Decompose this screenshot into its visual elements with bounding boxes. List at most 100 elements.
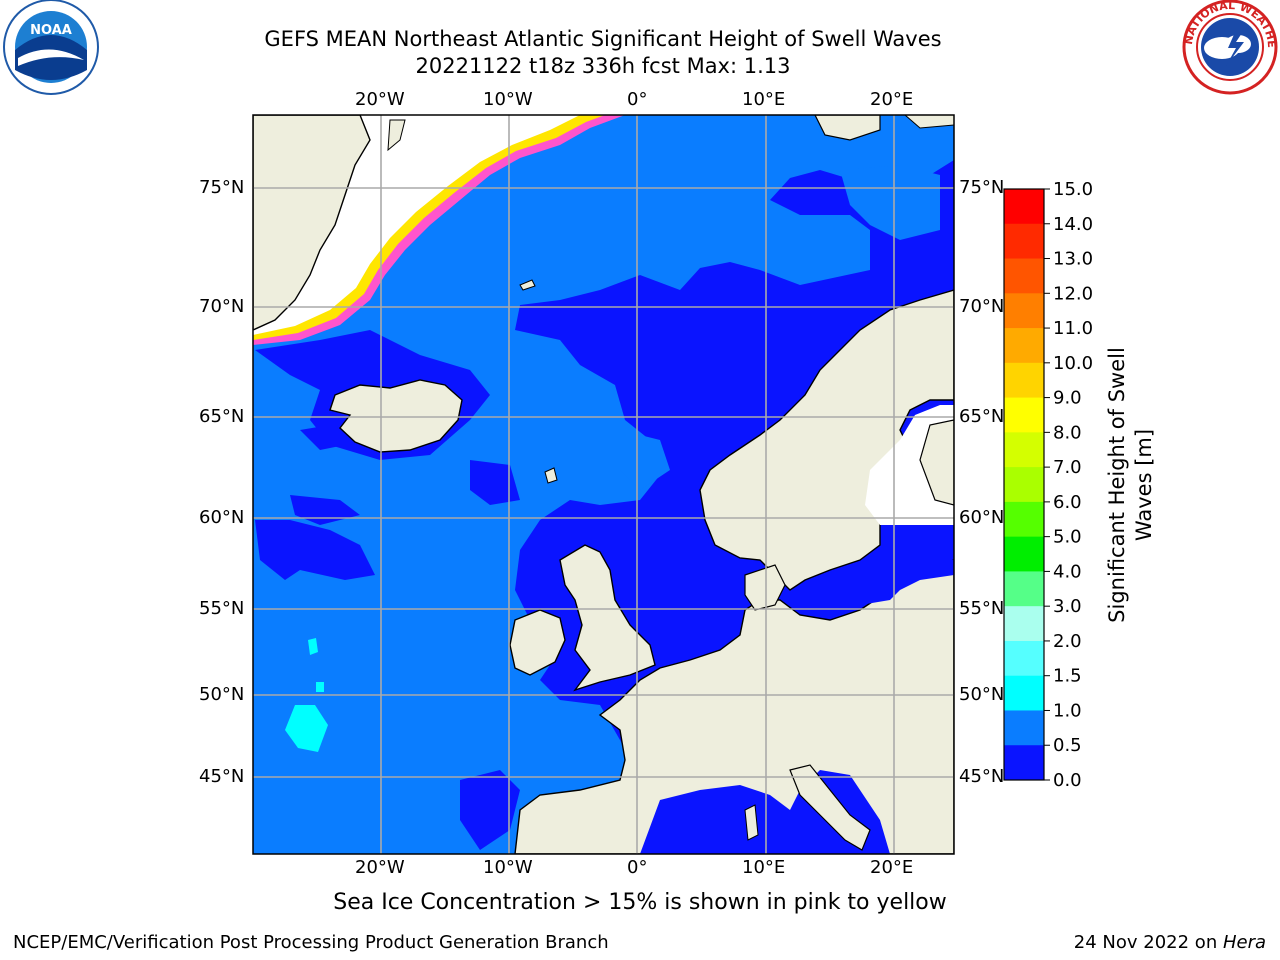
footer-date: 24 Nov 2022 on Hera [1074,932,1266,953]
map-gridlines [253,115,954,854]
land-greenland [253,115,371,331]
colorbar-ticks: 15.0 14.0 13.0 12.0 11.0 10.0 9.0 8.0 7.0 6.0 5.0 4… [1044,179,1093,791]
colorbar-segment [1004,606,1044,642]
ocean-mid-patch-faroe [620,430,670,490]
land-corsica [744,804,759,841]
colorbar-tick-label: 0.5 [1053,735,1082,756]
land-greenland-island [387,119,406,152]
ocean-baltic [820,560,954,615]
colorbar-label: Significant Height of Swell Waves [m] [1105,347,1156,623]
lat-label-right: 70°N [959,296,1005,317]
colorbar-segment [1004,710,1044,746]
noaa-logo: NOAA [3,0,99,95]
map-area [253,115,954,854]
land-iceland [329,379,463,453]
colorbar-tick-label: 12.0 [1053,283,1093,304]
colorbar-tick-label: 5.0 [1053,527,1082,548]
colorbar-tick-label: 0.0 [1053,770,1082,791]
colorbar-segment [1004,328,1044,364]
lat-label-left: 50°N [199,684,245,705]
lat-label-left: 55°N [199,598,245,619]
land-franz-josef [904,115,954,129]
lon-label-top: 0° [627,89,648,110]
colorbar-tick-label: 2.0 [1053,631,1082,652]
lat-label-left: 65°N [199,406,245,427]
colorbar-tick-label: 15.0 [1053,179,1093,200]
colorbar-tick-label: 4.0 [1053,561,1082,582]
lon-label-top: 20°W [355,89,405,110]
colorbar-tick-label: 11.0 [1053,318,1093,339]
lon-label-bottom: 20°E [870,857,914,878]
land-finland [919,419,954,506]
footer-date-text: 24 Nov 2022 on [1073,932,1223,953]
ocean-low-patch-3 [470,460,520,505]
footer-host: Hera [1222,932,1266,953]
chart-title: GEFS MEAN Northeast Atlantic Significant… [264,27,942,51]
colorbar-tick-label: 3.0 [1053,596,1082,617]
land-ireland [509,609,566,676]
colorbar-frame [1003,188,1045,781]
land-denmark [744,564,786,611]
colorbar-segment [1004,362,1044,399]
sea-ice-note: Sea Ice Concentration > 15% is shown in … [333,890,947,915]
lat-label-right: 65°N [959,406,1005,427]
ocean-high-patch-2 [308,638,318,655]
colorbar-tick-label: 6.0 [1053,492,1082,513]
colorbar-segment [1004,223,1044,260]
ocean-low-patch-4 [460,770,520,850]
colorbar-segment [1004,640,1044,677]
chart-subtitle: 20221122 t18z 336h fcst Max: 1.13 [415,54,791,78]
ocean-high-patch-1 [285,705,328,752]
lat-label-right: 60°N [959,507,1005,528]
colorbar-segment [1004,258,1044,294]
ocean-high-patch-3 [316,682,324,692]
colorbar-tick-label: 7.0 [1053,457,1082,478]
lon-label-top: 10°W [483,89,533,110]
nws-logo-text: NATIONAL WEATHER SERVICE [0,0,1278,48]
lon-label-bottom: 10°W [483,857,533,878]
colorbar-segment [1004,745,1044,781]
lat-label-right: 55°N [959,598,1005,619]
footer-credit: NCEP/EMC/Verification Post Processing Pr… [13,932,609,953]
lon-label-bottom: 20°W [355,857,405,878]
lat-label-right: 75°N [959,177,1005,198]
colorbar-tick-label: 9.0 [1053,388,1082,409]
map-frame [252,114,955,855]
colorbar-tick-label: 14.0 [1053,214,1093,235]
lon-label-top: 20°E [870,89,914,110]
colorbar-tick-label: 13.0 [1053,249,1093,270]
nws-logo: NATIONAL WEATHER SERVICE [0,0,1278,95]
lat-label-left: 75°N [199,177,245,198]
colorbar-tick-label: 1.0 [1053,700,1082,721]
land-jan-mayen [519,279,536,291]
lat-label-right: 50°N [959,684,1005,705]
ocean-low-patch-1 [255,520,375,580]
lat-label-right: 45°N [959,766,1005,787]
ocean-low-patch-5 [300,425,345,450]
land-svalbard [814,115,881,141]
colorbar-segment [1004,501,1044,538]
noaa-logo-text: NOAA [30,23,72,38]
colorbar-segment [1004,571,1044,607]
colorbar-segment [1004,189,1044,225]
colorbar-segment [1004,675,1044,711]
lat-label-left: 70°N [199,296,245,317]
ocean-mid-patch-barents [840,165,940,240]
colorbar-segment [1004,467,1044,503]
colorbar-tick-label: 1.5 [1053,666,1082,687]
colorbar-tick-label: 10.0 [1053,353,1093,374]
lat-label-left: 60°N [199,507,245,528]
colorbar-segment [1004,536,1044,572]
colorbar-segment [1004,293,1044,329]
lon-label-top: 10°E [742,89,786,110]
colorbar-tick-label: 8.0 [1053,422,1082,443]
lon-label-bottom: 0° [627,857,648,878]
lat-label-left: 45°N [199,766,245,787]
colorbar-segment [1004,397,1044,433]
land-faroe [544,467,558,484]
colorbar [1004,189,1044,781]
land-great-britain [559,544,656,692]
colorbar-segment [1004,432,1044,468]
svg-text:NATIONAL WEATHER SERVICE: NATIONAL WEATHER SERVICE [0,0,1278,48]
